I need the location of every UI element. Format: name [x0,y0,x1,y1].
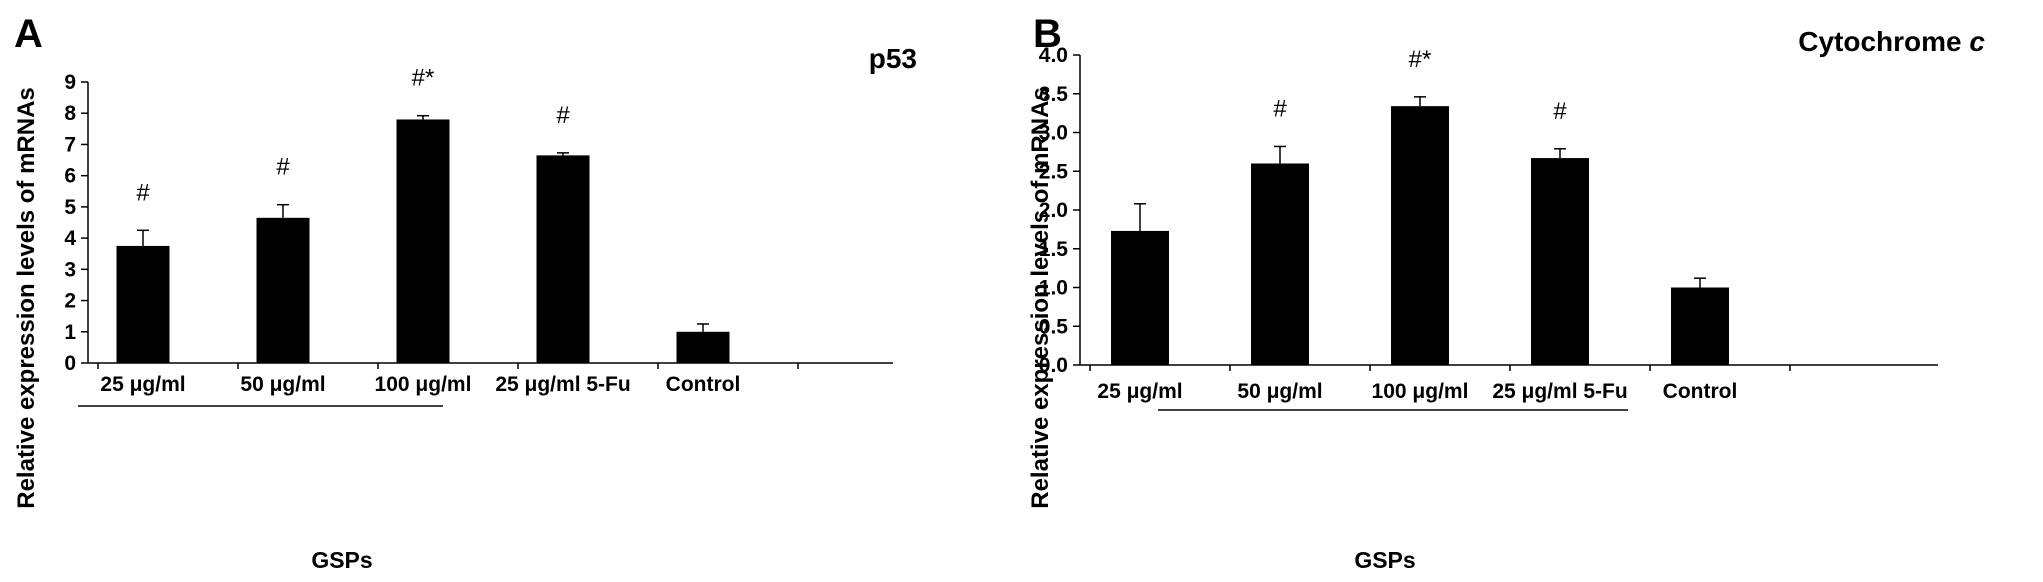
x-tick-label: Control [666,373,741,396]
bar [1391,106,1449,366]
group-label: GSPs [311,547,372,573]
y-tick-label: 0.5 [1039,315,1069,338]
bar [396,119,450,363]
significance-label: # [1553,98,1567,125]
x-tick-label: 100 μg/ml [1372,380,1469,403]
y-tick-label: 4.0 [1039,44,1068,67]
significance-label: #* [1409,46,1432,73]
y-tick-label: 1.5 [1039,238,1069,261]
plot-area: 0 1 2 3 4 5 6 7 8 9 #25 μg/ml #50 μg/ml #* 100 μg/ml #… [64,65,893,407]
panel-label: A [14,12,43,56]
group-label: GSPs [1354,547,1415,573]
significance-label: # [276,154,290,181]
bar [1671,287,1729,365]
y-tick-label: 3 [64,258,76,281]
x-tick-label: Control [1663,380,1738,403]
panel-label: B [1033,12,1062,56]
y-tick-label: 1.0 [1039,277,1068,300]
significance-label: # [556,102,570,129]
y-tick-label: 3.0 [1039,122,1068,145]
bar [1111,230,1169,365]
y-tick-label: 1 [64,321,76,344]
bar [256,217,310,363]
x-tick-label: 25 μg/ml 5-Fu [1492,380,1627,403]
significance-label: # [136,179,150,206]
bar [536,155,590,363]
title-emphasis: c [1969,26,1985,57]
y-tick-label: 2.0 [1039,199,1068,222]
significance-label: # [1273,95,1287,122]
y-tick-label: 2 [64,290,76,313]
y-tick-label: 9 [64,71,76,94]
bar [116,245,170,363]
x-tick-label: 25 μg/ml [100,373,185,396]
y-axis-label: Relative expression levels of mRNAs [1027,87,1054,509]
y-tick-label: 3.5 [1039,83,1069,106]
significance-label: #* [412,65,435,92]
bar [1531,158,1589,365]
chart-title: Cytochrome c [1798,26,1985,57]
y-tick-label: 0 [64,352,76,375]
x-tick-label: 25 μg/ml [1097,380,1182,403]
y-tick-label: 6 [64,165,76,188]
x-tick-label: 100 μg/ml [375,373,472,396]
y-tick-label: 4 [64,227,76,250]
panel-b: B Cytochrome c Relative expression level… [1027,12,1985,573]
y-tick-label: 2.5 [1039,160,1069,183]
y-tick-label: 5 [64,196,76,219]
y-tick-label: 0.0 [1039,354,1068,377]
x-tick-label: 50 μg/ml [240,373,325,396]
y-axis-label: Relative expression levels of mRNAs [13,87,40,509]
x-tick-label: 25 μg/ml 5-Fu [495,373,630,396]
bar [1251,163,1309,365]
chart-title: p53 [869,43,917,74]
x-tick-label: 50 μg/ml [1237,380,1322,403]
y-tick-label: 7 [64,133,76,156]
panel-a: A p53 Relative expression levels of mRNA… [13,12,917,573]
y-tick-label: 8 [64,102,76,125]
title-main: p53 [869,43,917,74]
title-main: Cytochrome [1798,26,1969,57]
plot-area: 0.0 0.5 1.0 1.5 2.0 2.5 3.0 3.5 4.0 25 μg/ml #50 μ… [1039,44,1938,411]
bar [676,331,730,363]
